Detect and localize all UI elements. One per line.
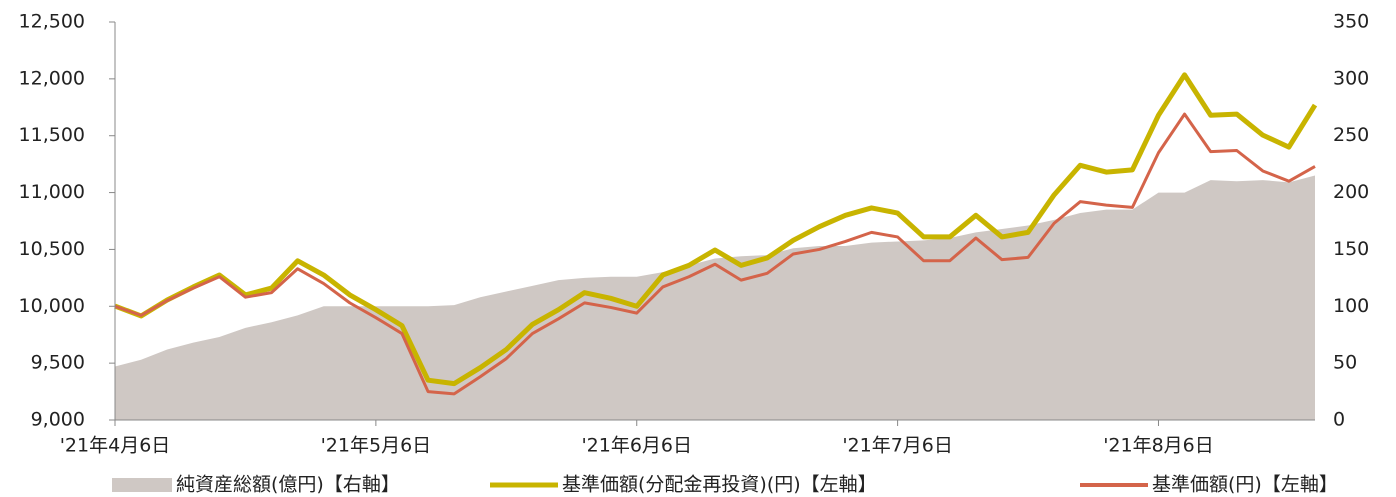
y-tick-label: 9,000 — [31, 409, 85, 431]
line — [114, 112, 1316, 396]
legend-swatch — [112, 478, 172, 492]
y-tick-label: 10,500 — [19, 238, 85, 260]
legend-label: 純資産総額(億円)【右軸】 — [176, 474, 400, 496]
y2-tick-label: 0 — [1333, 409, 1345, 431]
y2-tick-label: 50 — [1333, 352, 1357, 374]
y-tick-label: 9,500 — [31, 352, 85, 374]
y-tick-label: 12,500 — [19, 11, 85, 33]
y-tick-label: 11,000 — [19, 181, 85, 203]
y2-tick-label: 250 — [1333, 124, 1369, 146]
legend-label: 基準価額(分配金再投資)(円)【左軸】 — [562, 474, 877, 496]
line — [114, 72, 1318, 387]
y2-tick-label: 350 — [1333, 11, 1369, 33]
x-tick-label: '21年7月6日 — [842, 435, 953, 457]
x-tick-label: '21年6月6日 — [581, 435, 692, 457]
y-tick-label: 11,500 — [19, 124, 85, 146]
legend-label: 基準価額(円)【左軸】 — [1152, 474, 1338, 496]
y-tick-label: 12,000 — [19, 67, 85, 89]
y2-tick-label: 300 — [1333, 67, 1369, 89]
y2-tick-label: 150 — [1333, 238, 1369, 260]
y2-tick-label: 200 — [1333, 181, 1369, 203]
x-tick-label: '21年8月6日 — [1103, 435, 1214, 457]
area — [115, 175, 1315, 420]
y2-tick-label: 100 — [1333, 295, 1369, 317]
x-tick-label: '21年5月6日 — [321, 435, 432, 457]
y-tick-label: 10,000 — [19, 295, 85, 317]
x-tick-label: '21年4月6日 — [60, 435, 171, 457]
